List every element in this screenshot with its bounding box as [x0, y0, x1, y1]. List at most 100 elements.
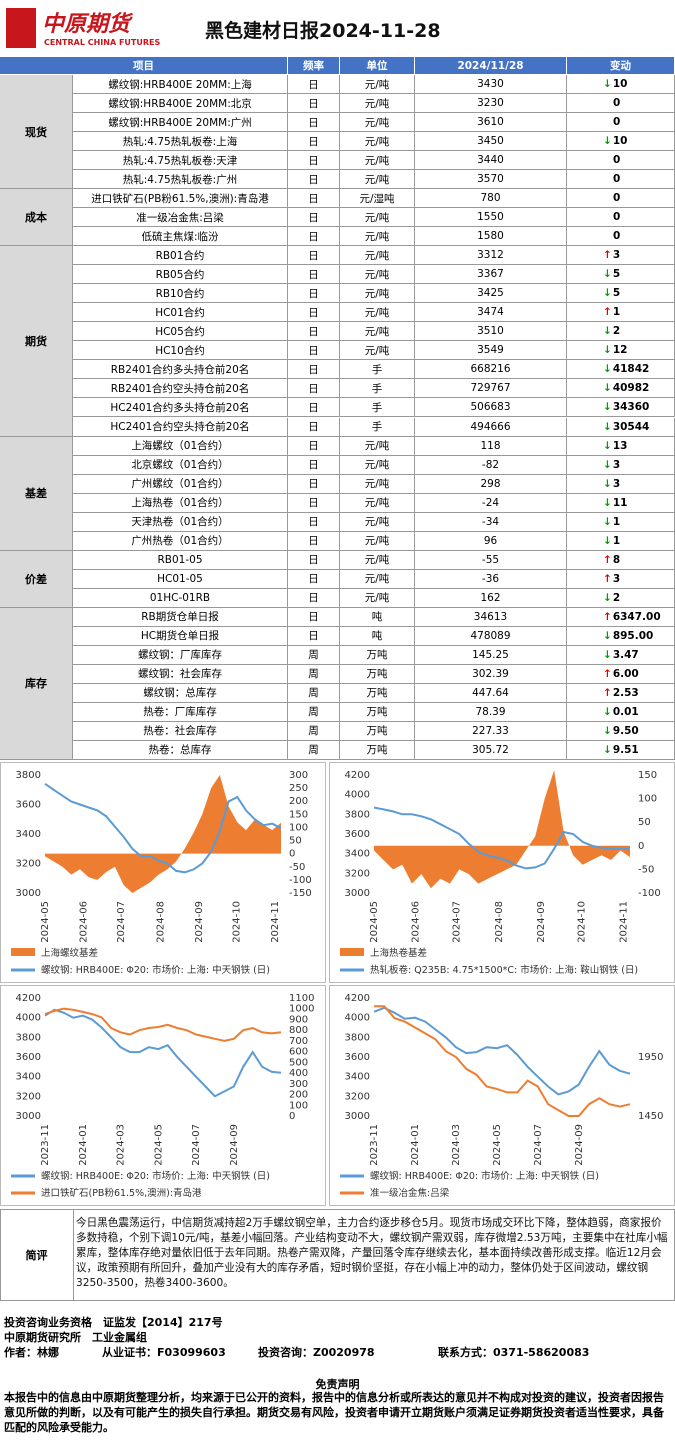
table-cell: 热轧:4.75热轧板卷:广州 — [73, 170, 288, 190]
footer-text: 从业证书：F03099603 — [102, 1346, 226, 1359]
change-value: 0 — [613, 116, 621, 129]
x-tick-label: 2024-09 — [194, 901, 205, 943]
table-cell: 万吨 — [340, 645, 415, 665]
y2-tick-label: 1100 — [289, 993, 314, 1004]
table-cell: 元/吨 — [340, 531, 415, 551]
table-cell: 日 — [288, 455, 340, 475]
change-cell: 0 — [567, 208, 675, 228]
group-label: 期货 — [0, 246, 73, 437]
y2-tick-label: 200 — [289, 1090, 308, 1101]
y-tick-label: 4000 — [16, 1013, 41, 1024]
x-tick-label: 2024-09 — [229, 1124, 240, 1166]
y-tick-label: 3200 — [16, 1091, 41, 1102]
table-cell: 日 — [288, 132, 340, 152]
table-cell: 668216 — [415, 360, 567, 380]
y-tick-label: 3800 — [16, 770, 41, 781]
x-tick-label: 2024-01 — [410, 1124, 421, 1166]
table-cell: HC10合约 — [73, 341, 288, 361]
table-cell: 元/吨 — [340, 322, 415, 342]
table-cell: 298 — [415, 474, 567, 494]
table-cell: 广州螺纹（01合约） — [73, 474, 288, 494]
group-label: 现货 — [0, 75, 73, 190]
x-tick-label: 2024-08 — [155, 901, 166, 943]
table-cell: 3440 — [415, 151, 567, 171]
change-value: 3 — [612, 458, 621, 471]
y-tick-label: 3800 — [16, 1032, 41, 1043]
table-cell: -36 — [415, 569, 567, 589]
table-cell: 日 — [288, 607, 340, 627]
change-cell: ↓ 41842 — [567, 360, 675, 380]
change-arrow: ↓ — [603, 439, 612, 452]
table-cell: 162 — [415, 588, 567, 608]
table-cell: RB期货仓单日报 — [73, 607, 288, 627]
table-cell: HC2401合约多头持仓前20名 — [73, 398, 288, 418]
change-cell: ↓ 9.50 — [567, 721, 675, 741]
table-cell: 日 — [288, 303, 340, 323]
chart: 3000 3200 3400 3600 3800 4000 4200 -100 -50 0 50 10… — [329, 762, 675, 983]
table-cell: 506683 — [415, 398, 567, 418]
table-cell: 元/吨 — [340, 569, 415, 589]
y2-tick-label: 800 — [289, 1025, 308, 1036]
table-cell: 上海热卷（01合约） — [73, 493, 288, 513]
table-cell: 日 — [288, 322, 340, 342]
change-cell: ↑ 8 — [567, 550, 675, 570]
y2-tick-label: 100 — [289, 822, 308, 833]
logo-icon — [6, 8, 36, 48]
change-cell: ↓ 5 — [567, 265, 675, 285]
table-cell: 478089 — [415, 626, 567, 646]
disclaimer-text: 本报告中的信息由中原期货整理分析，均来源于已公开的资料，报告中的信息分析或所表达… — [4, 1391, 664, 1434]
table-cell: 进口铁矿石(PB粉61.5%,澳洲):青岛港 — [73, 189, 288, 209]
line — [373, 1006, 631, 1096]
change-value: 1 — [612, 515, 621, 528]
change-cell: 0 — [567, 227, 675, 247]
table-cell: 3510 — [415, 322, 567, 342]
y2-tick-label: 700 — [289, 1036, 308, 1047]
change-arrow: ↓ — [603, 591, 612, 604]
change-arrow: ↓ — [603, 382, 612, 395]
logo-en: CENTRAL CHINA FUTURES — [44, 38, 161, 47]
y2-tick-label: 500 — [289, 1057, 308, 1068]
change-arrow: ↓ — [603, 401, 612, 414]
change-cell: 0 — [567, 94, 675, 114]
table-cell: 305.72 — [415, 740, 567, 760]
table-cell: 日 — [288, 531, 340, 551]
change-arrow: ↑ — [603, 249, 612, 262]
table-cell: 元/吨 — [340, 474, 415, 494]
x-tick-label: 2023-11 — [40, 1124, 51, 1166]
change-cell: ↓ 30544 — [567, 417, 675, 437]
table-cell: 热轧:4.75热轧板卷:上海 — [73, 132, 288, 152]
table-cell: 日 — [288, 360, 340, 380]
change-arrow: ↓ — [603, 287, 612, 300]
table-cell: -24 — [415, 493, 567, 513]
x-tick-label: 2024-08 — [494, 901, 505, 943]
change-arrow: ↑ — [603, 667, 612, 680]
change-value: 41842 — [612, 363, 650, 376]
change-cell: ↑ 3 — [567, 246, 675, 266]
table-cell: 吨 — [340, 607, 415, 627]
change-value: 9.50 — [612, 724, 639, 737]
y-tick-label: 3000 — [345, 888, 370, 899]
x-tick-label: 2024-03 — [451, 1124, 462, 1166]
table-cell: 日 — [288, 379, 340, 399]
y2-tick-label: -100 — [638, 888, 661, 899]
table-header: 项目 — [0, 57, 288, 75]
change-value: 9.51 — [612, 743, 639, 756]
table-cell: 1550 — [415, 208, 567, 228]
table-header: 2024/11/28 — [415, 57, 567, 75]
table-cell: 3430 — [415, 75, 567, 95]
change-cell: ↓ 13 — [567, 436, 675, 456]
table-cell: 3425 — [415, 284, 567, 304]
table-cell: 日 — [288, 626, 340, 646]
change-arrow: ↓ — [603, 648, 612, 661]
table-cell: 手 — [340, 379, 415, 399]
disclaimer-title: 免责声明 — [315, 1378, 360, 1391]
table-header: 单位 — [340, 57, 415, 75]
change-arrow: ↓ — [603, 705, 612, 718]
y2-tick-label: -100 — [289, 875, 312, 886]
table-cell: 元/吨 — [340, 493, 415, 513]
change-cell: ↓ 40982 — [567, 379, 675, 399]
table-cell: 元/吨 — [340, 341, 415, 361]
table-cell: 万吨 — [340, 740, 415, 760]
table-cell: 元/吨 — [340, 227, 415, 247]
change-value: 10 — [612, 78, 628, 90]
